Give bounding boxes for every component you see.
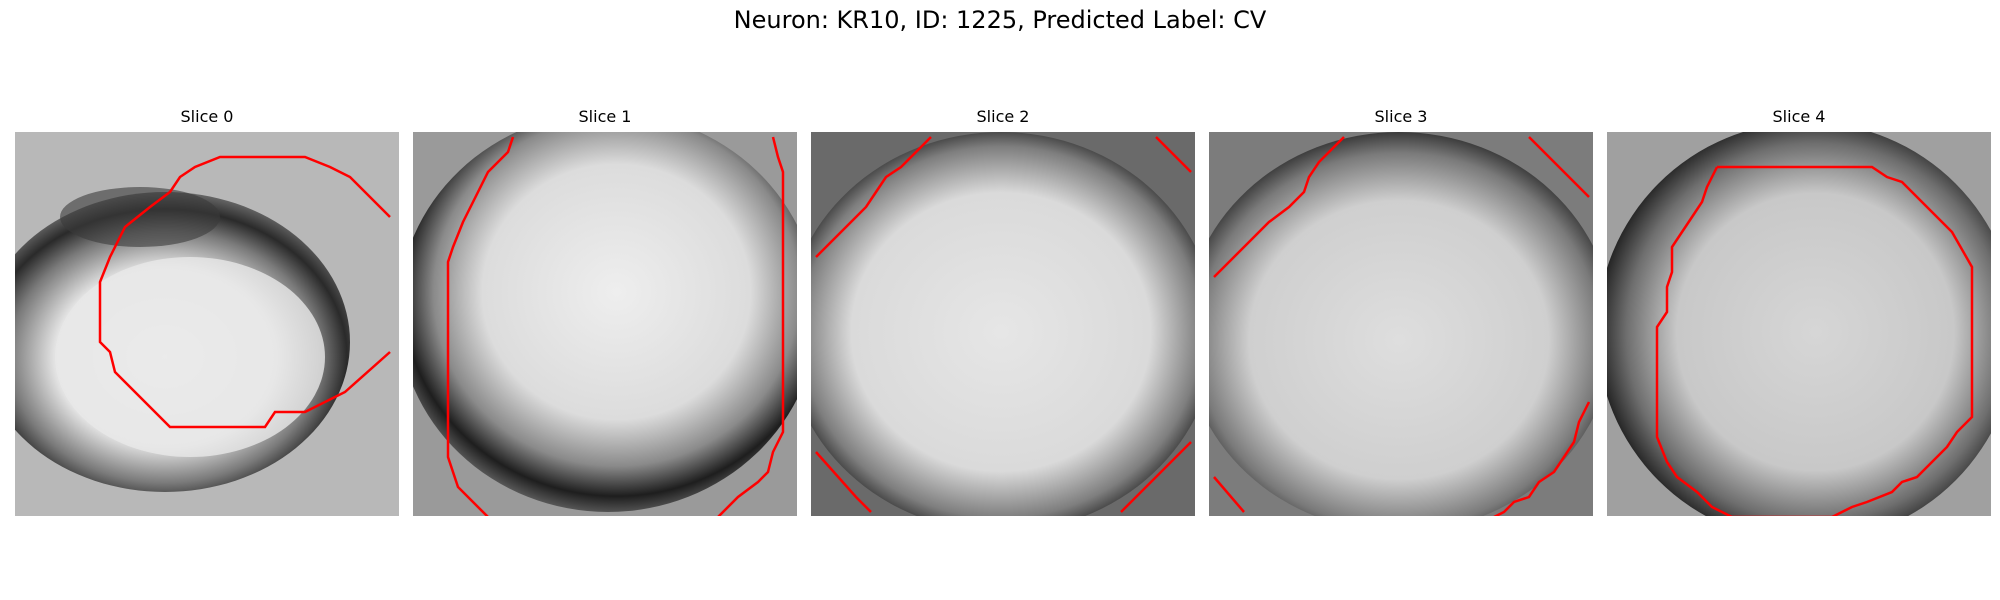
slice-image <box>1607 132 1991 516</box>
roi-contour <box>1213 136 1345 278</box>
slice-title: Slice 0 <box>180 107 234 126</box>
slice-image <box>1209 132 1593 516</box>
slice-image <box>413 132 797 516</box>
roi-contour <box>1528 136 1590 198</box>
roi-contour <box>1493 401 1591 516</box>
slice-image <box>15 132 399 516</box>
roi-contour <box>446 136 515 516</box>
roi-contour <box>815 136 932 258</box>
roi-contour <box>1655 165 1974 516</box>
slice-title: Slice 4 <box>1772 107 1826 126</box>
slice-title: Slice 3 <box>1374 107 1428 126</box>
roi-contour <box>815 451 872 513</box>
roi-contour <box>717 136 785 516</box>
slice-image <box>811 132 1195 516</box>
slice-title: Slice 1 <box>578 107 632 126</box>
figure-title: Neuron: KR10, ID: 1225, Predicted Label:… <box>733 6 1267 34</box>
roi-contour <box>1120 441 1192 513</box>
roi-contour <box>98 155 391 429</box>
roi-contour <box>1155 136 1192 173</box>
slice-title: Slice 2 <box>976 107 1030 126</box>
roi-contour <box>1213 476 1245 513</box>
